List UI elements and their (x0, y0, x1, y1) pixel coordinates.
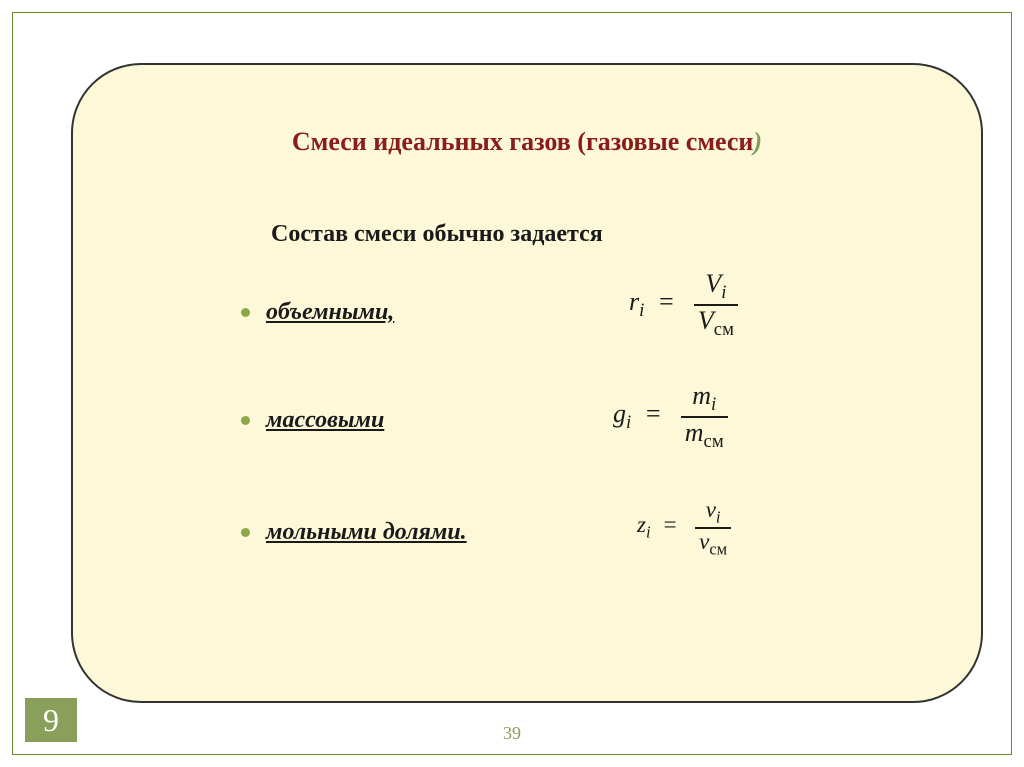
f2-lhs-sub: i (626, 412, 631, 433)
f1-lhs-base: r (629, 287, 639, 316)
f2-num-base: m (692, 381, 711, 410)
f2-num-sub: i (711, 394, 716, 415)
bullet-dot-icon (241, 416, 250, 425)
bullet-dot-icon (241, 308, 250, 317)
f1-den-sub: см (714, 319, 734, 340)
formula-mole-fraction: zi = νi νсм (637, 497, 731, 558)
f1-lhs-sub: i (639, 300, 644, 321)
page-number: 39 (13, 723, 1011, 744)
slide-subtitle: Состав смеси обычно задается (271, 221, 603, 248)
f3-den-sub: см (709, 539, 727, 558)
slide-title: Смеси идеальных газов (газовые смеси) (73, 127, 981, 157)
f3-lhs-base: z (637, 512, 646, 537)
bullet-dot-icon (241, 528, 250, 537)
f1-num-sub: i (721, 282, 726, 303)
slide-card: Смеси идеальных газов (газовые смеси) Со… (71, 63, 983, 703)
f3-num-sub: i (716, 508, 721, 527)
formula-mass-fraction: gi = mi mсм (613, 381, 728, 452)
bullet-text-1: объемными, (266, 299, 394, 326)
f3-lhs-sub: i (646, 523, 651, 542)
slide-frame: Смеси идеальных газов (газовые смеси) Со… (12, 12, 1012, 755)
bullet-row-3: мольными долями. (241, 519, 467, 546)
f3-den-base: ν (699, 529, 709, 554)
bullet-text-2: массовыми (266, 407, 384, 434)
f3-num-base: ν (706, 497, 716, 522)
f2-fraction: mi mсм (681, 381, 728, 452)
f2-den-base: m (685, 418, 704, 447)
f3-fraction: νi νсм (695, 497, 731, 558)
title-main: Смеси идеальных газов (газовые смеси (292, 127, 754, 156)
title-paren-close: ) (753, 127, 762, 156)
f2-den-sub: см (704, 431, 724, 452)
bullet-row-1: объемными, (241, 299, 394, 326)
bullet-text-3: мольными долями. (266, 519, 467, 546)
bullet-row-2: массовыми (241, 407, 384, 434)
f1-fraction: Vi Vсм (694, 269, 738, 340)
f2-lhs-base: g (613, 399, 626, 428)
f1-den-base: V (698, 306, 714, 335)
formula-volume-fraction: ri = Vi Vсм (629, 269, 738, 340)
slide-index-badge: 9 (25, 698, 77, 742)
f1-num-base: V (705, 269, 721, 298)
